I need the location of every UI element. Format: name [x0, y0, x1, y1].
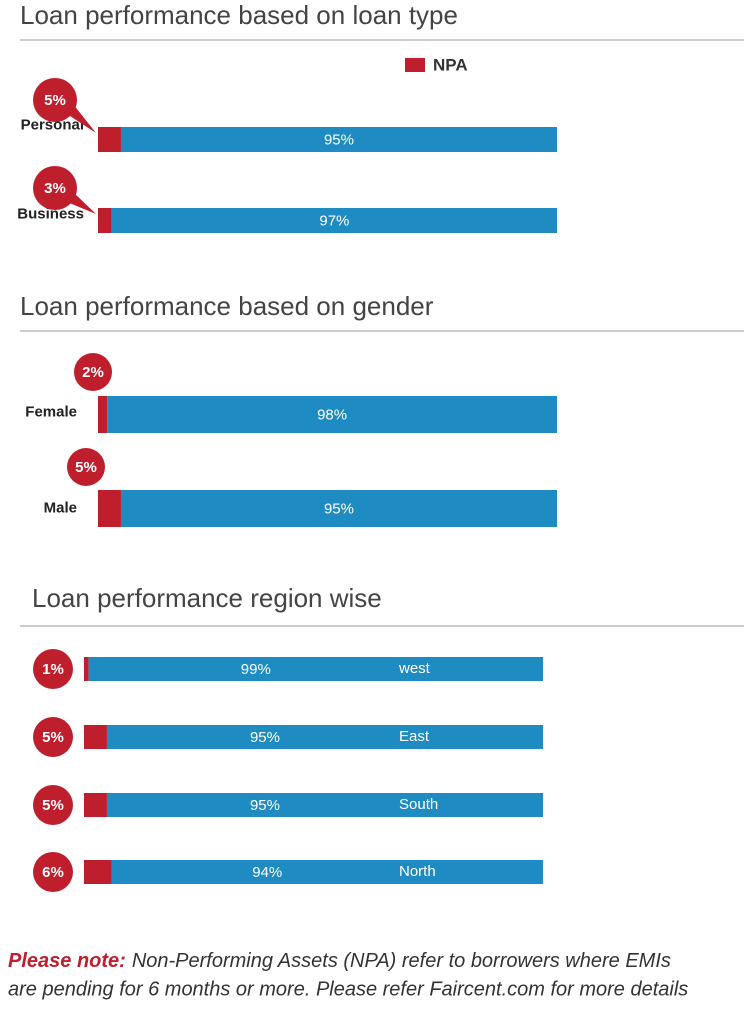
bar-segment [88, 657, 543, 681]
bar-segment [111, 860, 543, 884]
npa-value-label: 2% [82, 364, 104, 381]
bar-segment [98, 127, 121, 152]
note-line: Please note: Non-Performing Assets (NPA) … [8, 950, 671, 972]
category-label: west [398, 660, 431, 677]
bar-value-label: 98% [317, 406, 347, 423]
bar-value-label: 95% [250, 797, 280, 814]
callout-bubble [33, 166, 77, 210]
npa-value-label: 1% [42, 661, 64, 678]
category-label: Personal [21, 116, 84, 133]
callout-bubble [33, 78, 77, 122]
bar-segment [106, 725, 543, 749]
category-label: North [399, 863, 436, 880]
callout-bubble [33, 717, 73, 757]
chart-title: Loan performance based on loan type [20, 0, 458, 30]
callout-bubble [33, 649, 73, 689]
bar-segment [106, 793, 543, 817]
note-line: are pending for 6 months or more. Please… [8, 978, 688, 1000]
category-label: Male [44, 499, 77, 516]
note-text: Non-Performing Assets (NPA) refer to bor… [132, 950, 671, 972]
npa-value-label: 5% [75, 459, 97, 476]
bar-segment [107, 396, 558, 433]
bar-value-label: 95% [324, 500, 354, 517]
bar-segment [111, 208, 558, 233]
bar-segment [84, 860, 112, 884]
npa-value-label: 5% [42, 729, 64, 746]
bar-segment [120, 127, 557, 152]
chart-title: Loan performance based on gender [20, 291, 434, 321]
chart-title: Loan performance region wise [32, 583, 382, 613]
bar-value-label: 95% [250, 729, 280, 746]
bar-value-label: 94% [252, 864, 282, 881]
bar-segment [98, 396, 108, 433]
bar-value-label: 95% [324, 131, 354, 148]
npa-value-label: 3% [44, 180, 66, 197]
callout-bubble [74, 353, 112, 391]
bar-segment [84, 657, 89, 681]
bar-segment [84, 793, 107, 817]
npa-value-label: 5% [42, 797, 64, 814]
category-label: East [399, 728, 430, 745]
bar-segment [98, 490, 121, 527]
legend-swatch [405, 58, 425, 72]
callout-bubble [33, 785, 73, 825]
callout-bubble [33, 852, 73, 892]
category-label: Business [17, 205, 84, 222]
bar-segment [84, 725, 107, 749]
bar-segment [120, 490, 557, 527]
bar-value-label: 97% [319, 212, 349, 229]
callout-bubble [67, 448, 105, 486]
bar-segment [98, 208, 112, 233]
callout-tail [67, 104, 96, 133]
category-label: Female [25, 403, 77, 420]
npa-value-label: 6% [42, 864, 64, 881]
bar-value-label: 99% [241, 661, 271, 678]
category-label: South [399, 796, 438, 813]
npa-value-label: 5% [44, 92, 66, 109]
note-lead: Please note: [8, 950, 126, 972]
legend-label: NPA [433, 55, 468, 74]
